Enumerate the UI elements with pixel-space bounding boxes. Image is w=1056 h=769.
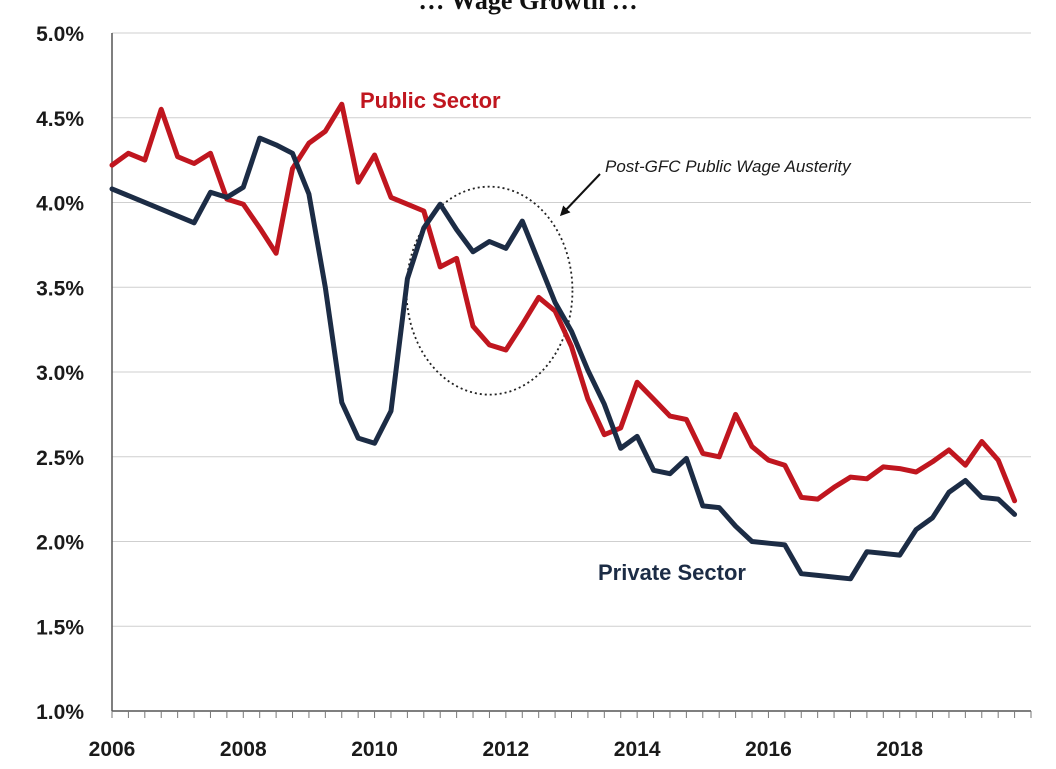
gridlines: [112, 32, 1031, 627]
x-tick-label: 2012: [482, 738, 529, 761]
private-sector-label: Private Sector: [598, 560, 746, 585]
axes: [111, 33, 1032, 718]
chart-title: … Wage Growth …: [418, 0, 638, 15]
series-line-public-sector: [109, 101, 1018, 504]
y-tick-label: 2.0%: [36, 532, 84, 555]
tick-labels: 1.0% 1.5% 2.0% 2.5% 3.0% 3.5% 4.0% 4.5% 5.0% 2006…: [36, 23, 923, 761]
x-tick-label: 2006: [89, 738, 136, 761]
y-tick-label: 2.5%: [36, 447, 84, 470]
series-labels: Public Sector Private Sector: [360, 88, 746, 585]
series-lines: [109, 101, 1018, 582]
y-tick-label: 4.0%: [36, 193, 84, 216]
highlight-ellipse: [405, 185, 574, 396]
annotations: Post-GFC Public Wage Austerity: [405, 157, 852, 396]
annotation-text: Post-GFC Public Wage Austerity: [605, 157, 852, 176]
y-tick-label: 3.0%: [36, 362, 84, 385]
x-tick-label: 2018: [876, 738, 923, 761]
y-tick-label: 1.0%: [36, 701, 84, 724]
y-tick-label: 1.5%: [36, 616, 84, 639]
annotation-arrow: [559, 173, 601, 217]
y-tick-label: 3.5%: [36, 277, 84, 300]
y-tick-label: 5.0%: [36, 23, 84, 46]
public-sector-label: Public Sector: [360, 88, 501, 113]
x-tick-label: 2014: [614, 738, 661, 761]
y-tick-label: 4.5%: [36, 108, 84, 131]
series-line-private-sector: [109, 135, 1018, 582]
x-tick-label: 2010: [351, 738, 398, 761]
x-tick-label: 2008: [220, 738, 267, 761]
x-tick-label: 2016: [745, 738, 792, 761]
